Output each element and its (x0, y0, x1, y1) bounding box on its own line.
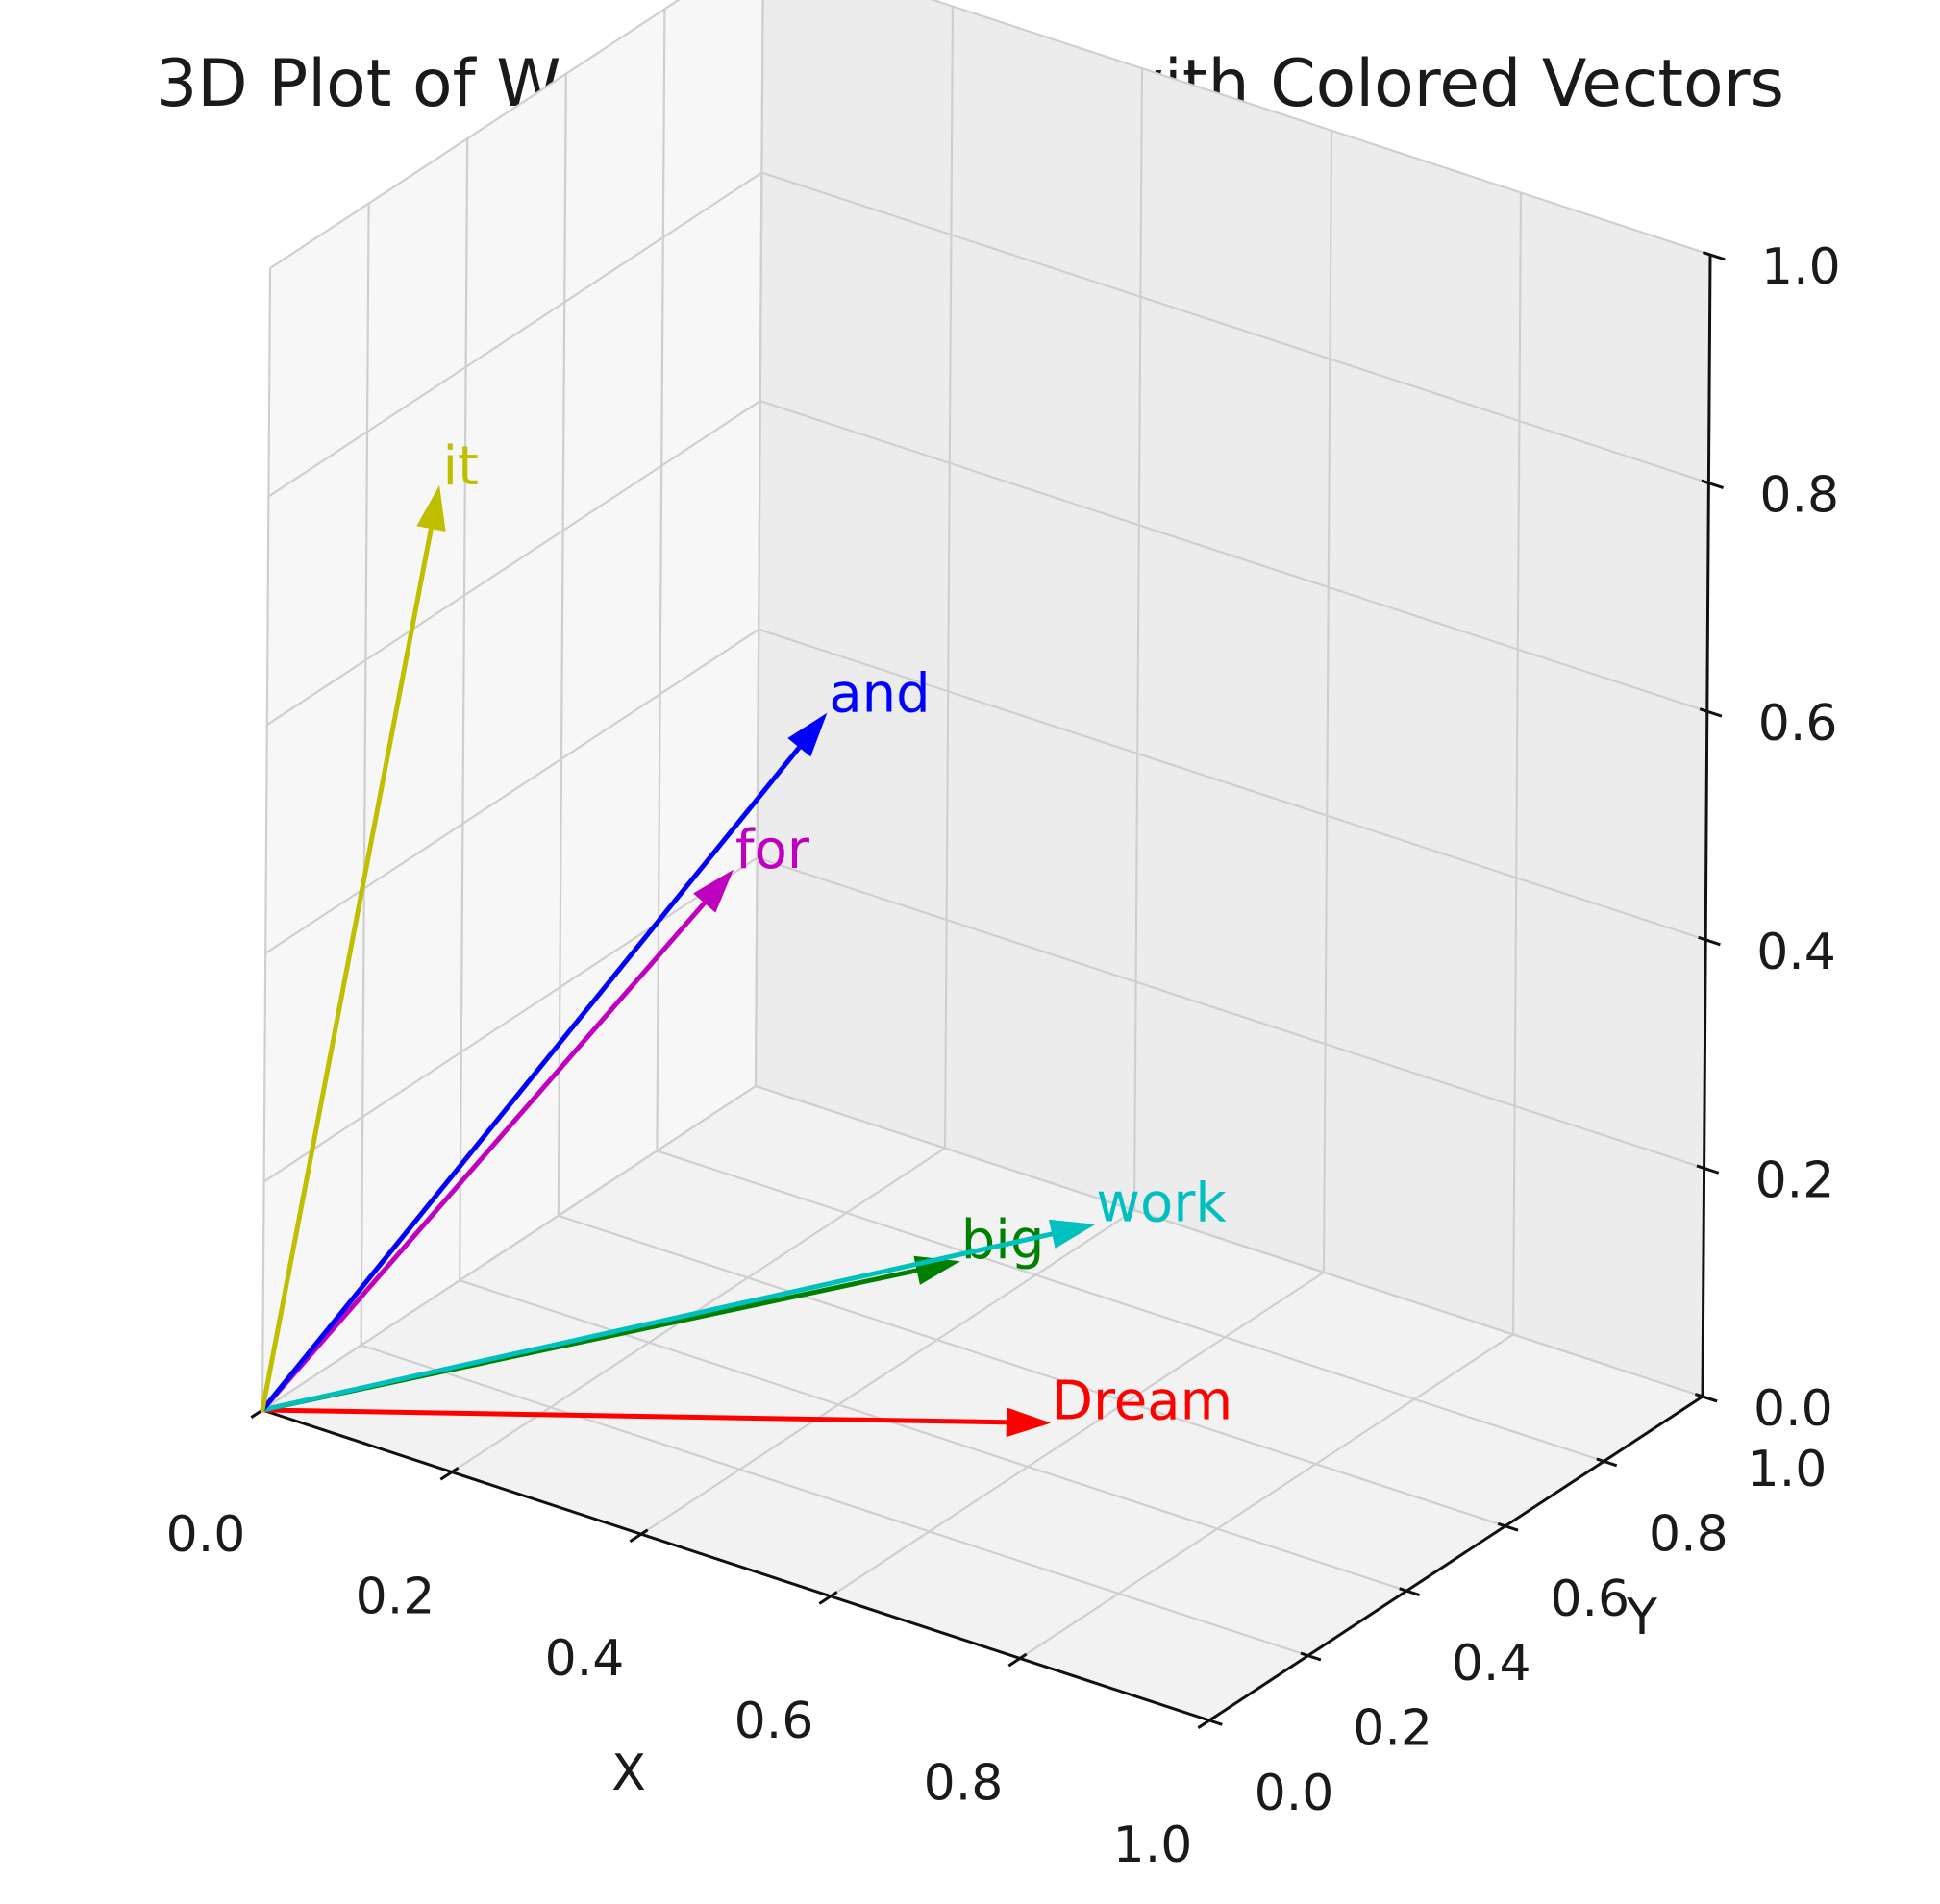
gridline (557, 73, 567, 1216)
gridline (267, 171, 763, 498)
gridline (761, 171, 1709, 484)
axes-panes (262, 0, 1710, 1720)
axis-lines (250, 251, 1726, 1729)
y-axis-line (1208, 1395, 1704, 1722)
vector-shaft (260, 897, 710, 1413)
x-tick (1197, 1715, 1217, 1729)
gridline (930, 0, 1711, 257)
vector-shaft (260, 1407, 1014, 1425)
gridline (264, 628, 759, 954)
tick-labels: 0.00.20.40.60.81.00.00.20.40.60.81.00.00… (166, 238, 1841, 1874)
y-tick-label: 0.0 (1255, 1765, 1334, 1822)
vector-dream: Dream (260, 1371, 1232, 1438)
y-tick (1497, 1521, 1519, 1532)
y-tick (1399, 1587, 1420, 1596)
back-wall-pane (756, 0, 1710, 1397)
gridline (759, 400, 1708, 713)
vector-label: work (1096, 1173, 1227, 1235)
vector-and: and (260, 662, 931, 1413)
z-tick (1702, 251, 1726, 261)
gridline (261, 267, 272, 1411)
x-tick (1007, 1652, 1028, 1668)
y-tick (1596, 1457, 1618, 1468)
gridline (451, 1147, 946, 1473)
vector-arrowhead (1048, 1219, 1096, 1249)
z-tick-label: 1.0 (1761, 238, 1841, 296)
vector-shaft (260, 521, 435, 1413)
gridline (266, 400, 761, 727)
vector-label: and (829, 662, 930, 725)
z-tick (1698, 935, 1721, 947)
left-wall-pane (262, 0, 763, 1410)
x-axis-line (261, 1408, 1210, 1722)
gridline (1322, 130, 1333, 1273)
vector-work: work (260, 1173, 1227, 1413)
gridline (459, 138, 469, 1281)
y-tick-label: 0.8 (1649, 1505, 1729, 1563)
x-tick (439, 1466, 460, 1481)
y-tick-label: 0.4 (1452, 1635, 1531, 1693)
y-tick (1300, 1651, 1322, 1662)
x-tick-label: 0.0 (166, 1506, 246, 1564)
z-tick-label: 0.6 (1758, 695, 1838, 753)
y-tick-label: 1.0 (1748, 1441, 1828, 1498)
y-tick-label: 0.6 (1550, 1570, 1629, 1628)
x-tick (629, 1528, 649, 1544)
gridline (758, 628, 1706, 941)
x-tick (818, 1591, 838, 1605)
x-tick-label: 0.6 (734, 1693, 814, 1750)
x-tick-label: 0.8 (924, 1754, 1004, 1812)
gridline (558, 1214, 1506, 1527)
y-tick-label: 0.2 (1353, 1700, 1432, 1758)
gridline (360, 203, 370, 1346)
gridline (1132, 68, 1144, 1211)
vector-for: for (260, 819, 810, 1413)
gridline (640, 1209, 1135, 1536)
z-tick (1701, 479, 1725, 490)
gridline (943, 6, 955, 1149)
gridline (657, 1150, 1604, 1463)
vector-label: Dream (1052, 1371, 1232, 1433)
z-tick (1696, 1164, 1720, 1175)
gridline (830, 1271, 1325, 1597)
z-tick-label: 0.0 (1753, 1380, 1833, 1438)
vector-arrowhead (787, 712, 828, 757)
gridline (656, 9, 666, 1151)
z-tick-label: 0.8 (1759, 467, 1839, 525)
vector-arrowhead (416, 484, 446, 532)
gridline (1019, 1333, 1514, 1660)
z-tick (1699, 707, 1723, 718)
x-axis-label: X (611, 1744, 646, 1802)
z-tick-label: 0.4 (1756, 924, 1836, 981)
gridline (361, 1344, 1308, 1657)
gridline (261, 1085, 757, 1411)
floor-pane (262, 1086, 1703, 1720)
vector-label: it (443, 435, 480, 498)
vector-shaft (260, 1230, 1059, 1413)
gridline (262, 856, 759, 1183)
vector-it: it (260, 435, 480, 1413)
y-axis-label: Y (1626, 1589, 1657, 1646)
vector-label: for (735, 819, 810, 881)
vector-shaft (260, 741, 805, 1413)
gridline (269, 0, 681, 269)
x-tick-label: 0.4 (545, 1630, 625, 1688)
x-tick-label: 1.0 (1113, 1817, 1193, 1874)
z-axis-line (1701, 254, 1712, 1397)
vector-arrowhead (693, 869, 734, 913)
gridline (1511, 192, 1523, 1335)
vector-arrowhead (1006, 1407, 1052, 1438)
z-tick (1694, 1393, 1718, 1403)
y-tick (1201, 1717, 1223, 1726)
gridline (755, 1084, 1704, 1398)
gridline (757, 856, 1704, 1170)
axis-labels: X Y (611, 1589, 1657, 1802)
z-tick-label: 0.2 (1755, 1151, 1835, 1209)
gridline (754, 0, 764, 1087)
x-tick-label: 0.2 (356, 1569, 435, 1626)
